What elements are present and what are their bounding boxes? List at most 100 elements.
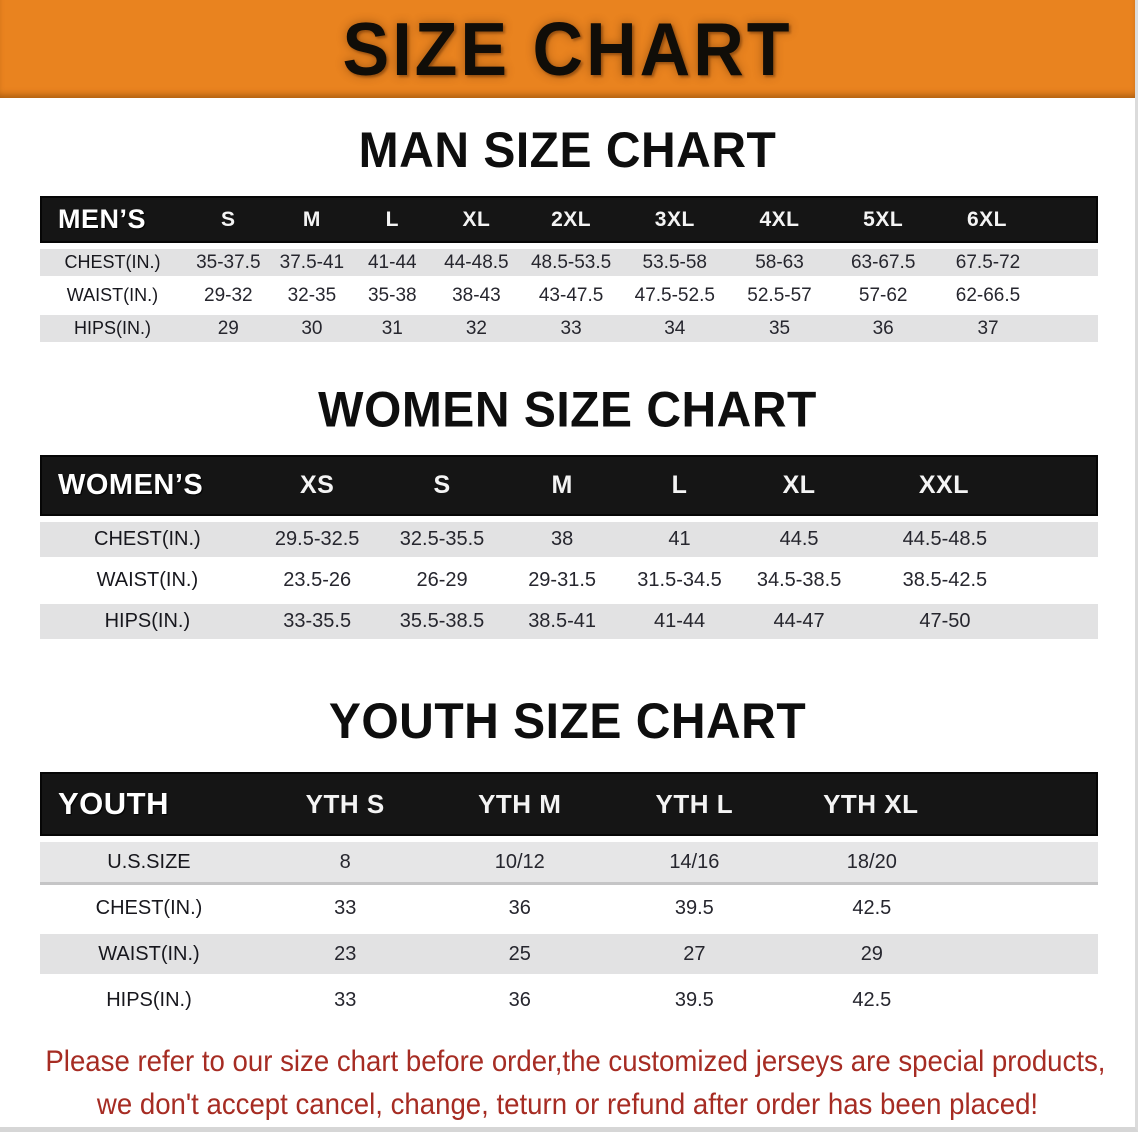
value-cell: 43-47.5 xyxy=(520,282,622,309)
value-cell: 41-44 xyxy=(352,249,433,276)
value-cell: 42.5 xyxy=(781,980,1098,1020)
value-cell: 53.5-58 xyxy=(621,249,728,276)
value-cell: 8 xyxy=(257,842,433,882)
size-header-cell: M xyxy=(271,196,353,243)
value-cell: 18/20 xyxy=(781,842,1098,882)
table-row: U.S.SIZE 8 10/12 14/16 18/20 xyxy=(40,842,1098,882)
men-size-table: MEN’S S M L XL 2XL 3XL 4XL 5XL 6XL CHEST(IN.) 35-37… xyxy=(40,190,1098,348)
value-cell: 29 xyxy=(184,315,272,342)
table-title-cell: WOMEN’S xyxy=(40,455,255,516)
table-title-cell: YOUTH xyxy=(40,772,258,836)
value-cell: 58-63 xyxy=(727,249,832,276)
size-header-cell: 5XL xyxy=(831,196,936,243)
header-row: YOUTH YTH S YTH M YTH L YTH XL xyxy=(40,772,1098,836)
value-cell: 33-35.5 xyxy=(254,604,380,639)
value-cell: 42.5 xyxy=(781,888,1098,928)
value-cell: 36 xyxy=(831,315,936,342)
size-header-cell: XXL xyxy=(858,455,1098,516)
value-cell: 32-35 xyxy=(271,282,353,309)
women-size-table: WOMEN’S XS S M L XL XXL CHEST(IN.) 29.5-32.5 32.5… xyxy=(40,449,1098,645)
man-size-chart-heading: MAN SIZE CHART xyxy=(358,122,777,179)
value-cell: 35.5-38.5 xyxy=(379,604,505,639)
table-row: WAIST(IN.) 23.5-26 26-29 29-31.5 31.5-34.5 34… xyxy=(40,563,1098,598)
value-cell: 44-48.5 xyxy=(432,249,521,276)
table-row: CHEST(IN.) 35-37.5 37.5-41 41-44 44-48.5 48.5… xyxy=(40,249,1098,276)
size-header-cell: 2XL xyxy=(520,196,622,243)
value-cell: 34.5-38.5 xyxy=(739,563,859,598)
size-header-cell: XS xyxy=(254,455,380,516)
table-row: CHEST(IN.) 29.5-32.5 32.5-35.5 38 41 44.5 44.5… xyxy=(40,522,1098,557)
value-cell: 41 xyxy=(619,522,740,557)
table-row: WAIST(IN.) 23 25 27 29 xyxy=(40,934,1098,974)
table-title-cell: MEN’S xyxy=(40,196,185,243)
row-label-cell: U.S.SIZE xyxy=(40,842,258,882)
value-cell: 25 xyxy=(432,934,608,974)
value-cell: 33 xyxy=(520,315,622,342)
value-cell: 31.5-34.5 xyxy=(619,563,740,598)
row-label-cell: CHEST(IN.) xyxy=(40,249,185,276)
disclaimer-line-1: Please refer to our size chart before or… xyxy=(45,1045,1106,1078)
disclaimer-line-2: we don't accept cancel, change, teturn o… xyxy=(96,1088,1039,1121)
value-cell: 39.5 xyxy=(607,888,782,928)
value-cell: 38.5-41 xyxy=(504,604,620,639)
value-cell: 14/16 xyxy=(607,842,782,882)
size-header-cell: YTH M xyxy=(432,772,608,836)
value-cell: 29.5-32.5 xyxy=(254,522,380,557)
value-cell: 39.5 xyxy=(607,980,782,1020)
value-cell: 35-38 xyxy=(352,282,433,309)
size-chart-banner: SIZE CHART xyxy=(0,0,1135,98)
value-cell: 44.5 xyxy=(739,522,859,557)
value-cell: 38 xyxy=(504,522,620,557)
value-cell: 31 xyxy=(352,315,433,342)
size-header-cell: YTH L xyxy=(607,772,782,836)
value-cell: 32 xyxy=(432,315,521,342)
value-cell: 47.5-52.5 xyxy=(621,282,728,309)
value-cell: 37.5-41 xyxy=(271,249,353,276)
disclaimer: Please refer to our size chart before or… xyxy=(0,1040,1135,1126)
value-cell: 36 xyxy=(432,888,608,928)
header-row: MEN’S S M L XL 2XL 3XL 4XL 5XL 6XL xyxy=(40,196,1098,243)
table-row: HIPS(IN.) 29 30 31 32 33 34 35 36 37 xyxy=(40,315,1098,342)
value-cell: 27 xyxy=(607,934,782,974)
value-cell: 29 xyxy=(781,934,1098,974)
size-header-cell: L xyxy=(352,196,433,243)
value-cell: 33 xyxy=(257,888,433,928)
size-header-cell: 6XL xyxy=(935,196,1098,243)
value-cell: 52.5-57 xyxy=(727,282,832,309)
table-row: WAIST(IN.) 29-32 32-35 35-38 38-43 43-47.5 47.… xyxy=(40,282,1098,309)
value-cell: 44.5-48.5 xyxy=(858,522,1098,557)
value-cell: 36 xyxy=(432,980,608,1020)
size-header-cell: M xyxy=(504,455,620,516)
value-cell: 33 xyxy=(257,980,433,1020)
value-cell: 38.5-42.5 xyxy=(858,563,1098,598)
size-header-cell: YTH XL xyxy=(781,772,1098,836)
size-header-cell: L xyxy=(619,455,740,516)
value-cell: 37 xyxy=(935,315,1098,342)
size-header-cell: XL xyxy=(432,196,521,243)
table-row: HIPS(IN.) 33-35.5 35.5-38.5 38.5-41 41-44 44-… xyxy=(40,604,1098,639)
value-cell: 32.5-35.5 xyxy=(379,522,505,557)
row-label-cell: HIPS(IN.) xyxy=(40,980,258,1020)
value-cell: 67.5-72 xyxy=(935,249,1098,276)
youth-size-table: YOUTH YTH S YTH M YTH L YTH XL U.S.SIZE 8 10/12… xyxy=(40,766,1098,1026)
size-header-cell: YTH S xyxy=(257,772,433,836)
row-label-cell: WAIST(IN.) xyxy=(40,282,185,309)
value-cell: 41-44 xyxy=(619,604,740,639)
women-size-chart-heading: WOMEN SIZE CHART xyxy=(318,382,817,439)
value-cell: 35 xyxy=(727,315,832,342)
value-cell: 29-31.5 xyxy=(504,563,620,598)
value-cell: 30 xyxy=(271,315,353,342)
value-cell: 38-43 xyxy=(432,282,521,309)
row-label-cell: WAIST(IN.) xyxy=(40,934,258,974)
row-label-cell: HIPS(IN.) xyxy=(40,604,255,639)
row-label-cell: HIPS(IN.) xyxy=(40,315,185,342)
value-cell: 35-37.5 xyxy=(184,249,272,276)
value-cell: 63-67.5 xyxy=(831,249,936,276)
size-header-cell: 4XL xyxy=(727,196,832,243)
value-cell: 10/12 xyxy=(432,842,608,882)
size-header-cell: XL xyxy=(739,455,859,516)
size-header-cell: S xyxy=(184,196,272,243)
youth-size-chart-heading: YOUTH SIZE CHART xyxy=(328,693,807,750)
value-cell: 23 xyxy=(257,934,433,974)
